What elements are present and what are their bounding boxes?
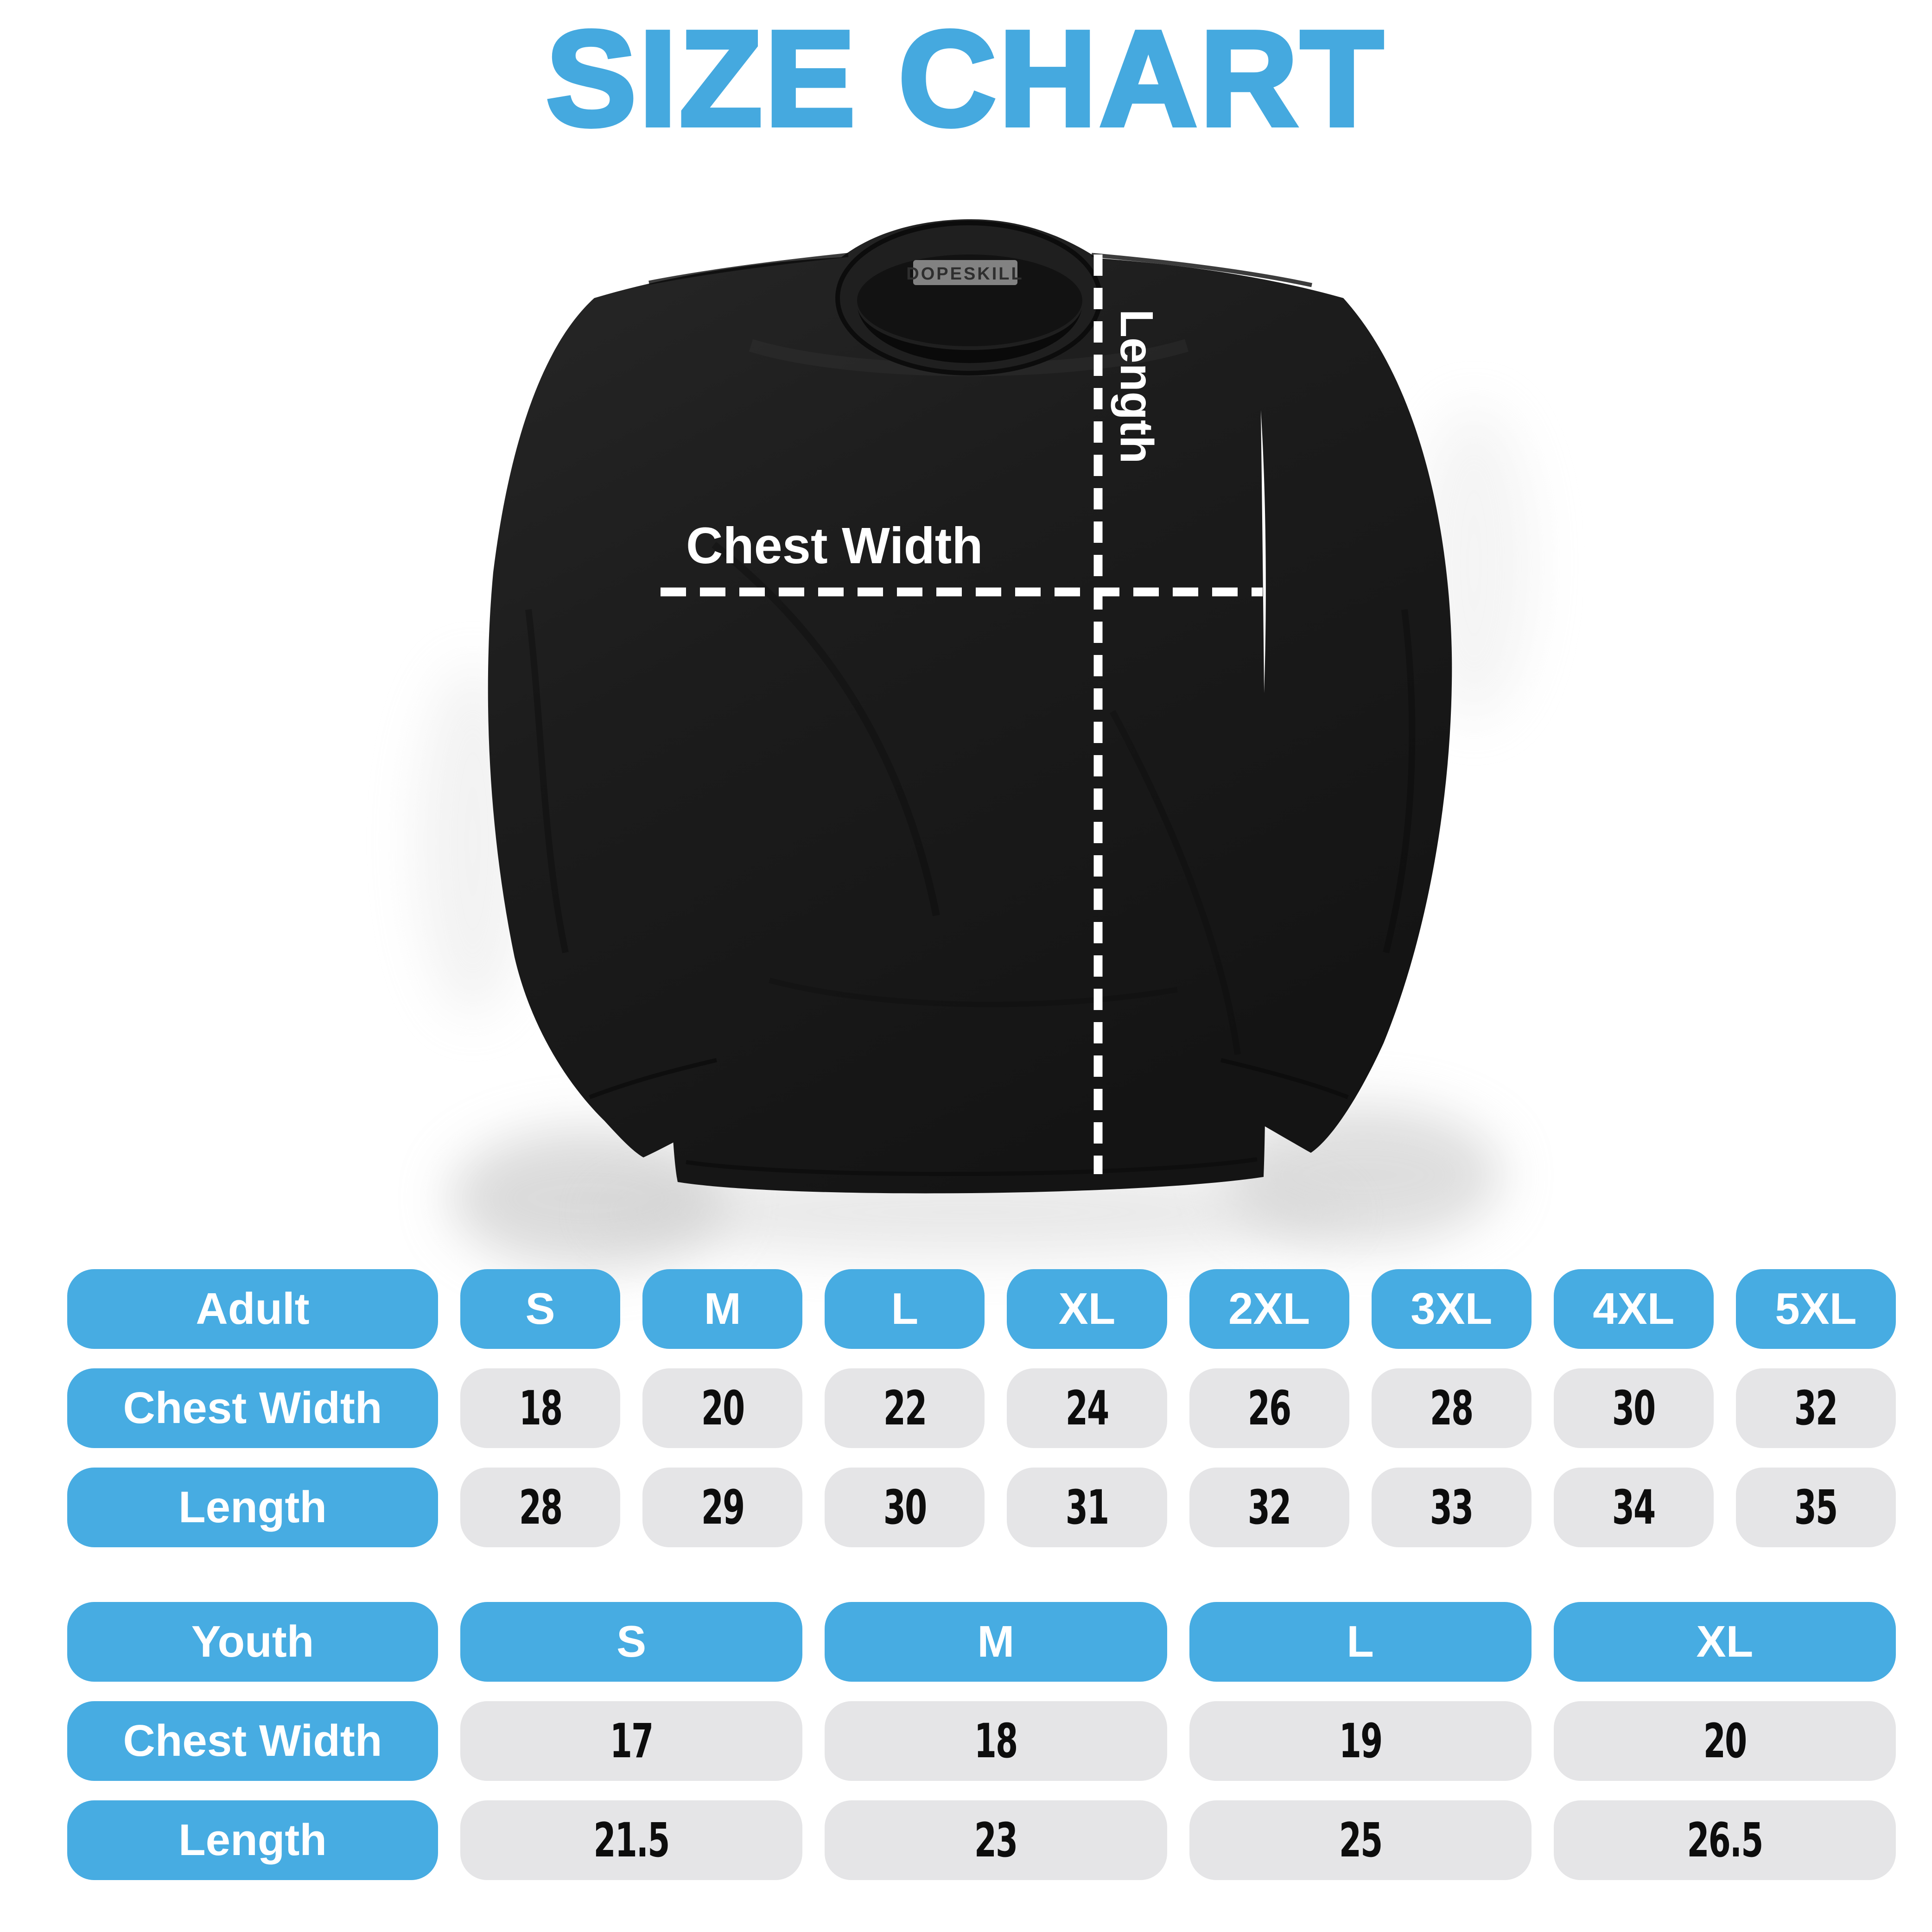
adult-chest-width-cell: 22 xyxy=(825,1368,985,1448)
neck-label-tag xyxy=(913,260,1017,285)
adult-length-cell: 29 xyxy=(642,1468,803,1547)
long-sleeve-tee-graphic: DOPESKILL Chest Width Length xyxy=(417,219,1534,1268)
size-tables: Adult S M L XL 2XL 3XL 4XL 5XL Chest Wid… xyxy=(67,1269,1896,1880)
length-label: Length xyxy=(1111,309,1163,464)
adult-length-cell: 28 xyxy=(460,1468,621,1547)
youth-chest-width-cell: 18 xyxy=(825,1701,1167,1781)
measurement-guides: Chest Width Length xyxy=(661,221,1263,1174)
youth-size-header-l: L xyxy=(1189,1602,1532,1682)
youth-group-header: Youth xyxy=(67,1602,438,1682)
youth-chest-width-cell: 17 xyxy=(460,1701,803,1781)
youth-size-table: Youth S M L XL Chest Width 17 18 19 20 L… xyxy=(67,1602,1896,1880)
adult-length-row-label: Length xyxy=(67,1468,438,1547)
adult-size-header-xl: XL xyxy=(1007,1269,1167,1349)
neck-label-text: DOPESKILL xyxy=(906,264,1023,284)
adult-length-cell: 34 xyxy=(1553,1468,1714,1547)
adult-size-header-3xl: 3XL xyxy=(1371,1269,1532,1349)
youth-size-header-m: M xyxy=(825,1602,1167,1682)
adult-size-header-5xl: 5XL xyxy=(1735,1269,1896,1349)
youth-length-cell: 26.5 xyxy=(1553,1800,1896,1880)
adult-size-header-l: L xyxy=(825,1269,985,1349)
adult-chest-width-cell: 28 xyxy=(1371,1368,1532,1448)
adult-length-cell: 35 xyxy=(1735,1468,1896,1547)
adult-chest-width-cell: 18 xyxy=(460,1368,621,1448)
adult-size-header-s: S xyxy=(460,1269,621,1349)
youth-chest-width-row-label: Chest Width xyxy=(67,1701,438,1781)
adult-chest-width-cell: 30 xyxy=(1553,1368,1714,1448)
page-title: SIZE CHART xyxy=(544,3,1386,154)
adult-size-table: Adult S M L XL 2XL 3XL 4XL 5XL Chest Wid… xyxy=(67,1269,1896,1547)
adult-size-header-2xl: 2XL xyxy=(1189,1269,1349,1349)
adult-chest-width-cell: 20 xyxy=(642,1368,803,1448)
adult-length-cell: 32 xyxy=(1189,1468,1349,1547)
shirt-illustration: DOPESKILL Chest Width Length xyxy=(389,192,1548,1268)
youth-length-cell: 21.5 xyxy=(460,1800,803,1880)
adult-size-header-m: M xyxy=(642,1269,803,1349)
youth-chest-width-cell: 19 xyxy=(1189,1701,1532,1781)
adult-group-header: Adult xyxy=(67,1269,438,1349)
youth-length-row-label: Length xyxy=(67,1800,438,1880)
adult-length-cell: 33 xyxy=(1371,1468,1532,1547)
adult-chest-width-row-label: Chest Width xyxy=(67,1368,438,1448)
youth-length-cell: 25 xyxy=(1189,1800,1532,1880)
adult-length-cell: 31 xyxy=(1007,1468,1167,1547)
youth-size-header-s: S xyxy=(460,1602,803,1682)
youth-size-header-xl: XL xyxy=(1553,1602,1896,1682)
adult-chest-width-cell: 26 xyxy=(1189,1368,1349,1448)
youth-length-cell: 23 xyxy=(825,1800,1167,1880)
crew-neck-collar: DOPESKILL xyxy=(835,221,1102,375)
chest-width-label: Chest Width xyxy=(686,517,983,574)
adult-chest-width-cell: 24 xyxy=(1007,1368,1167,1448)
adult-size-header-4xl: 4XL xyxy=(1553,1269,1714,1349)
youth-chest-width-cell: 20 xyxy=(1553,1701,1896,1781)
shirt-body xyxy=(488,219,1452,1194)
adult-chest-width-cell: 32 xyxy=(1735,1368,1896,1448)
adult-length-cell: 30 xyxy=(825,1468,985,1547)
